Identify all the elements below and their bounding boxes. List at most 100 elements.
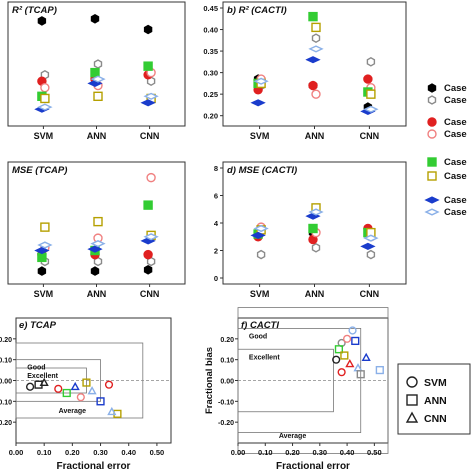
x-tick-label: 0.20 [285, 448, 300, 457]
method-legend-box [397, 363, 471, 435]
y-tick-label: 0.20 [203, 112, 218, 121]
data-point [107, 406, 117, 416]
x-tick-label: CNN [360, 289, 380, 299]
data-point [363, 105, 379, 113]
legend-marker [427, 129, 437, 139]
data-point [93, 59, 103, 69]
data-point [366, 249, 376, 260]
method-legend-label: CNN [424, 413, 447, 425]
zone-label: Excellent [249, 354, 280, 361]
data-point [34, 246, 50, 255]
data-point [337, 368, 346, 377]
y-tick-label: -0.20 [0, 420, 12, 427]
data-point [253, 77, 269, 85]
legend-label: Case [444, 129, 467, 140]
x-tick-label: ANN [87, 131, 107, 141]
y-tick-label: 0.00 [0, 379, 12, 386]
legend-marker [427, 83, 437, 93]
data-point [90, 13, 100, 24]
method-legend-marker [405, 411, 419, 423]
legend-marker [427, 157, 437, 167]
y-tick-label: -0.10 [218, 399, 234, 406]
legend-label: Case [444, 171, 467, 182]
y-tick-label: 0.45 [203, 4, 218, 13]
data-point [342, 334, 352, 343]
y-tick-label: 0 [214, 274, 218, 283]
y-tick-label: 0.10 [0, 358, 12, 365]
data-point [308, 223, 318, 234]
data-point [250, 99, 266, 107]
data-point [311, 22, 321, 33]
x-tick-label: SVM [250, 289, 270, 299]
data-point [90, 266, 100, 276]
data-point [256, 249, 266, 260]
data-point [363, 74, 373, 84]
x-tick-label: SVM [34, 289, 54, 299]
data-point [76, 393, 85, 402]
data-point [146, 172, 156, 183]
y-tick-label: 0.20 [220, 337, 234, 344]
method-legend-marker [406, 376, 418, 388]
x-tick-label: ANN [305, 289, 325, 299]
x-tick-label: SVM [250, 131, 270, 141]
data-point [366, 89, 376, 99]
data-point [90, 240, 106, 248]
data-point [143, 24, 153, 35]
data-point [39, 377, 49, 387]
data-point [334, 345, 344, 354]
data-point [37, 252, 47, 263]
data-point [366, 56, 376, 67]
x-tick-label: SVM [34, 131, 54, 141]
x-tick-label: CNN [360, 131, 380, 141]
data-point [351, 336, 360, 346]
data-point [308, 80, 318, 91]
panel-title: e) TCAP [19, 320, 57, 331]
data-point [143, 200, 153, 210]
data-point [87, 245, 103, 253]
panel-title: MSE (TCAP) [12, 165, 67, 176]
data-point [308, 45, 324, 53]
data-point [140, 99, 156, 107]
data-point [250, 231, 266, 239]
data-point [54, 384, 63, 393]
data-point [62, 388, 71, 398]
data-point [311, 242, 321, 253]
x-tick-label: ANN [87, 289, 107, 299]
x-tick-label: 0.40 [121, 448, 136, 457]
legend-marker [424, 196, 440, 204]
data-point [143, 264, 153, 275]
data-point [37, 266, 47, 276]
x-tick-label: 0.00 [231, 448, 246, 457]
panel-title: b) R² (CACTI) [227, 5, 287, 16]
zone-label: Average [59, 408, 86, 415]
data-point [40, 93, 50, 104]
legend-label: Case [444, 157, 467, 168]
y-tick-label: 0.20 [0, 337, 12, 344]
x-tick-label: 0.30 [93, 448, 108, 457]
y-tick-label: 0.25 [203, 90, 218, 99]
x-axis-label: Fractional error [57, 461, 131, 472]
data-point [348, 326, 357, 335]
method-legend-marker [406, 394, 418, 406]
data-point [87, 386, 97, 395]
data-point [356, 370, 365, 379]
x-tick-label: 0.40 [340, 448, 355, 457]
y-tick-label: 2 [214, 247, 218, 256]
panel-title: f) CACTI [241, 320, 279, 331]
data-point [311, 89, 321, 99]
legend-label: Case [444, 117, 467, 128]
data-point [345, 358, 355, 368]
x-tick-label: 0.20 [65, 448, 80, 457]
data-point [104, 380, 114, 389]
y-tick-label: 0.40 [203, 26, 218, 35]
data-point [37, 16, 47, 26]
data-point [305, 56, 321, 64]
data-point [90, 75, 106, 83]
legend-label: Case [444, 83, 467, 94]
data-point [37, 103, 53, 111]
data-point [143, 61, 153, 71]
data-point [308, 208, 324, 216]
y-axis-label: Fractional bias [204, 347, 215, 414]
y-tick-label: 0.35 [203, 47, 218, 56]
